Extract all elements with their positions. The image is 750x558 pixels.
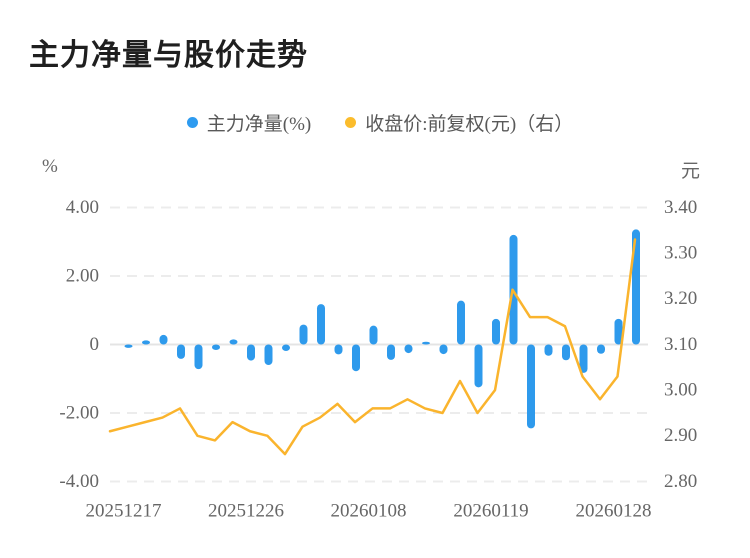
- volume-bar[interactable]: [439, 344, 448, 355]
- left-axis-tick-label: 4.00: [66, 197, 99, 218]
- left-axis-tick-labels: 4.00 2.00 0 -2.00 -4.00: [59, 197, 99, 492]
- x-axis-tick-label: 20260128: [576, 500, 652, 521]
- left-axis-tick-label: 0: [90, 334, 100, 355]
- right-axis-tick-label: 2.90: [664, 425, 697, 446]
- volume-bar[interactable]: [632, 229, 640, 345]
- right-axis-tick-label: 3.10: [664, 334, 697, 355]
- volume-bar[interactable]: [264, 344, 273, 366]
- volume-bar[interactable]: [422, 341, 430, 345]
- legend-dot-blue-icon: [186, 117, 198, 128]
- left-axis-tick-label: -4.00: [59, 471, 99, 492]
- volume-bar[interactable]: [124, 344, 133, 348]
- volume-bar[interactable]: [527, 344, 535, 429]
- right-axis-tick-label: 3.00: [664, 380, 697, 401]
- right-axis-tick-labels: 3.40 3.30 3.20 3.10 3.00 2.90 2.80: [664, 197, 697, 492]
- volume-bar[interactable]: [247, 344, 255, 361]
- volume-bar[interactable]: [334, 344, 343, 355]
- x-axis-tick-label: 20260108: [331, 500, 407, 521]
- legend-label-main-net-volume: 主力净量(%): [206, 114, 312, 135]
- volume-bar[interactable]: [282, 344, 290, 352]
- volume-bar[interactable]: [597, 344, 605, 354]
- price-line[interactable]: [108, 238, 637, 456]
- volume-bar[interactable]: [177, 344, 185, 359]
- volume-bar[interactable]: [142, 340, 150, 345]
- legend: 主力净量(%) 收盘价:前复权(元)（右）: [110, 109, 650, 136]
- left-axis-unit: %: [42, 156, 58, 177]
- volume-bar[interactable]: [317, 304, 325, 345]
- volume-bar[interactable]: [299, 324, 308, 345]
- left-axis-tick-label: -2.00: [59, 402, 99, 423]
- chart-title: 主力净量与股价走势: [29, 39, 308, 72]
- volume-bar[interactable]: [474, 344, 483, 388]
- x-axis-tick-label: 20251217: [86, 500, 162, 521]
- volume-bar[interactable]: [614, 318, 623, 345]
- volume-bar[interactable]: [579, 344, 588, 373]
- legend-dot-yellow-icon: [345, 117, 357, 128]
- bar-series: [124, 229, 640, 429]
- right-axis-tick-label: 3.30: [664, 243, 697, 264]
- volume-bar[interactable]: [404, 344, 413, 354]
- volume-bar[interactable]: [562, 344, 570, 361]
- line-series: [108, 238, 637, 456]
- right-axis-unit: 元: [681, 161, 701, 182]
- legend-item-close-price[interactable]: 收盘价:前复权(元)（右）: [345, 109, 573, 136]
- gridlines: [110, 206, 648, 483]
- x-axis-tick-label: 20251226: [208, 500, 284, 521]
- volume-bar[interactable]: [369, 325, 378, 345]
- volume-bar[interactable]: [492, 318, 500, 345]
- legend-item-main-net-volume[interactable]: 主力净量(%): [186, 109, 312, 136]
- right-axis-tick-label: 3.20: [664, 288, 697, 309]
- volume-bar[interactable]: [194, 344, 203, 370]
- x-axis-tick-labels: 20251217 20251226 20260108 20260119 20260128: [86, 500, 652, 521]
- volume-bar[interactable]: [352, 344, 360, 372]
- left-axis-tick-label: 2.00: [66, 265, 99, 286]
- right-axis-tick-label: 3.40: [664, 197, 697, 218]
- legend-label-close-price: 收盘价:前复权(元)（右）: [365, 114, 574, 135]
- volume-bar[interactable]: [544, 344, 553, 356]
- volume-bar[interactable]: [159, 334, 168, 345]
- volume-bar[interactable]: [457, 300, 465, 345]
- right-axis-tick-label: 2.80: [664, 471, 697, 492]
- volume-bar[interactable]: [229, 339, 238, 345]
- volume-bar[interactable]: [212, 344, 220, 350]
- x-axis-tick-label: 20260119: [453, 500, 528, 521]
- volume-bar[interactable]: [387, 344, 395, 360]
